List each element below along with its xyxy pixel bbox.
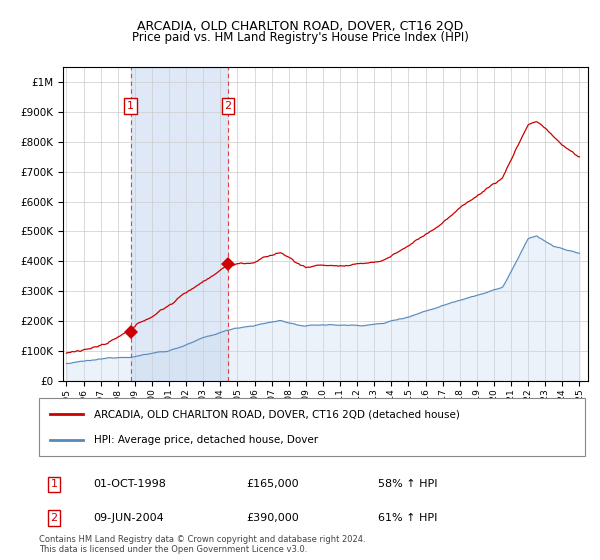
Text: 61% ↑ HPI: 61% ↑ HPI [378,513,437,523]
Text: £165,000: £165,000 [246,479,299,489]
Bar [131,67,228,381]
Text: 09-JUN-2004: 09-JUN-2004 [93,513,164,523]
Text: 2: 2 [224,101,232,111]
Text: Price paid vs. HM Land Registry's House Price Index (HPI): Price paid vs. HM Land Registry's House … [131,31,469,44]
Text: HPI: Average price, detached house, Dover: HPI: Average price, detached house, Dove… [94,435,318,445]
Text: ARCADIA, OLD CHARLTON ROAD, DOVER, CT16 2QD (detached house): ARCADIA, OLD CHARLTON ROAD, DOVER, CT16 … [94,409,460,419]
Text: ARCADIA, OLD CHARLTON ROAD, DOVER, CT16 2QD: ARCADIA, OLD CHARLTON ROAD, DOVER, CT16 … [137,20,463,32]
FancyBboxPatch shape [39,398,585,456]
Text: 01-OCT-1998: 01-OCT-1998 [93,479,166,489]
Text: £390,000: £390,000 [246,513,299,523]
Text: Contains HM Land Registry data © Crown copyright and database right 2024.: Contains HM Land Registry data © Crown c… [39,535,365,544]
Text: 58% ↑ HPI: 58% ↑ HPI [378,479,437,489]
Text: 2: 2 [50,513,58,523]
Text: This data is licensed under the Open Government Licence v3.0.: This data is licensed under the Open Gov… [39,545,307,554]
Text: 1: 1 [50,479,58,489]
Text: 1: 1 [127,101,134,111]
